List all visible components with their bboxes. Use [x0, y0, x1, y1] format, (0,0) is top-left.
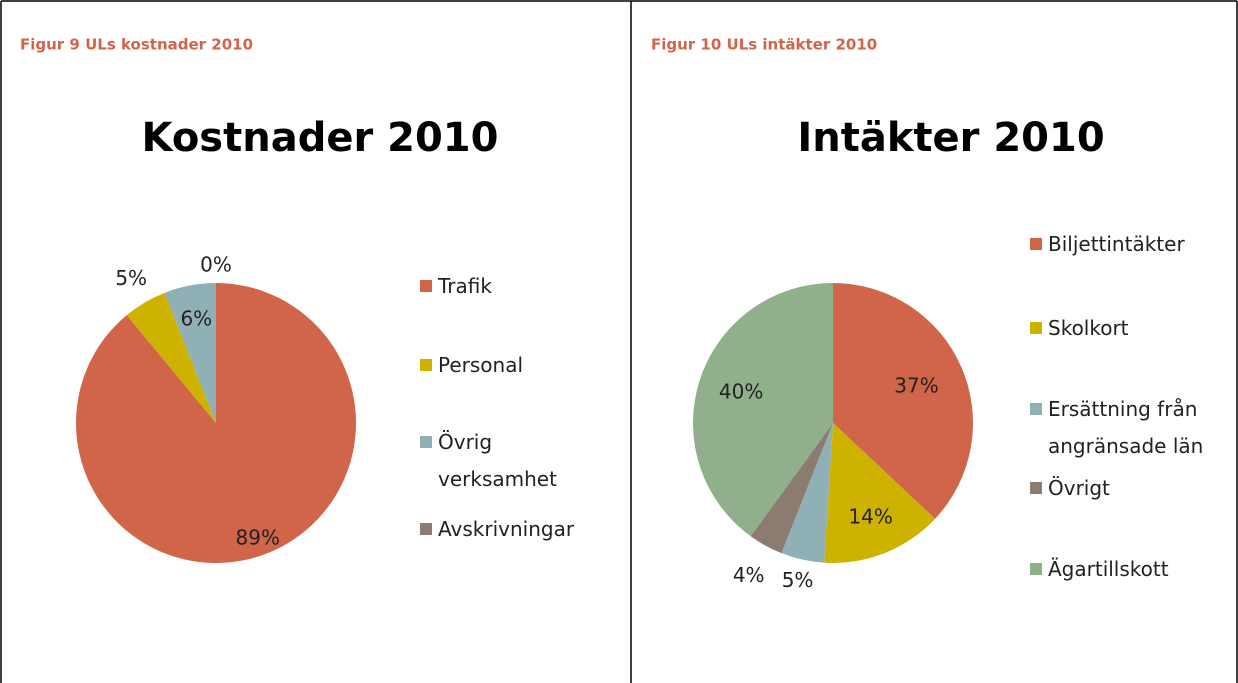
pie-slice	[164, 283, 216, 423]
pie-slice	[75, 283, 356, 564]
legend-label: Biljettintäkter	[1048, 232, 1185, 256]
legend-swatch	[420, 359, 432, 371]
data-label: 0%	[200, 253, 232, 277]
legend-label: Övrig verksamhet	[438, 430, 557, 491]
legend-item: Trafik	[420, 268, 603, 305]
legend-item: Avskrivningar	[420, 511, 603, 548]
legend-swatch	[420, 436, 432, 448]
data-label: 4%	[733, 563, 765, 587]
chart-title: Intäkter 2010	[797, 115, 1104, 161]
legend-swatch	[420, 523, 432, 535]
legend-swatch	[1030, 563, 1042, 575]
legend-label: Ersättning från angränsade län	[1048, 397, 1204, 458]
legend-item: Biljettintäkter	[1030, 226, 1223, 263]
legend-swatch	[1030, 238, 1042, 250]
pie-slice	[833, 283, 973, 519]
figure-caption: Figur 9 ULs kostnader 2010	[20, 36, 253, 54]
data-label: 40%	[719, 380, 763, 404]
legend-label: Ägartillskott	[1048, 557, 1169, 581]
data-label: 89%	[236, 525, 280, 549]
data-label: 37%	[894, 373, 938, 397]
chart-title: Kostnader 2010	[142, 115, 499, 161]
legend-item: Övrigt	[1030, 470, 1223, 507]
legend-item: Skolkort	[1030, 310, 1223, 347]
figure-caption: Figur 10 ULs intäkter 2010	[651, 36, 877, 54]
legend-swatch	[420, 280, 432, 292]
legend-label: Skolkort	[1048, 316, 1129, 340]
legend-label: Trafik	[438, 274, 492, 298]
legend-label: Övrigt	[1048, 476, 1110, 500]
data-label: 5%	[782, 568, 814, 592]
legend-swatch	[1030, 322, 1042, 334]
data-label: 14%	[848, 505, 892, 529]
legend-item: Övrig verksamhet	[420, 424, 603, 498]
pie-slice	[824, 423, 936, 563]
legend-swatch	[1030, 482, 1042, 494]
pie-slice	[693, 283, 833, 537]
legend-label: Avskrivningar	[438, 517, 575, 541]
pie-slice	[781, 423, 833, 563]
data-label: 6%	[180, 306, 212, 330]
legend-label: Personal	[438, 353, 524, 377]
legend-swatch	[1030, 403, 1042, 415]
legend-item: Personal	[420, 347, 603, 384]
legend-item: Ersättning från angränsade län	[1030, 391, 1223, 465]
pie-slice	[750, 423, 833, 554]
pie-slice	[126, 292, 216, 423]
legend-item: Ägartillskott	[1030, 551, 1223, 588]
data-label: 5%	[115, 266, 147, 290]
